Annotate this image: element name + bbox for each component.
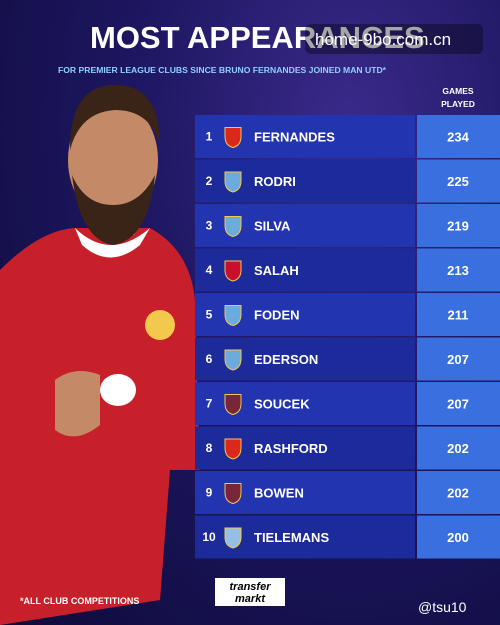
logo-box — [215, 578, 285, 606]
value-cell — [417, 248, 500, 292]
player-name: SILVA — [254, 219, 291, 234]
subtitle: FOR PREMIER LEAGUE CLUBS SINCE BRUNO FER… — [58, 65, 387, 75]
player-name: BOWEN — [254, 486, 304, 501]
value-cell — [417, 293, 500, 336]
player-name: FERNANDES — [254, 130, 335, 145]
player-name: SALAH — [254, 263, 299, 278]
rank: 7 — [206, 397, 213, 411]
player-name: TIELEMANS — [254, 530, 329, 545]
rank: 10 — [202, 530, 216, 544]
rank: 2 — [206, 174, 213, 188]
value-cell — [417, 159, 500, 203]
watermark: @tsu10 — [418, 599, 467, 615]
watermark: home-9bo.com.cn — [315, 30, 451, 49]
column-header: PLAYED — [441, 99, 475, 109]
rank: 4 — [206, 263, 213, 277]
club-badge — [224, 438, 242, 460]
games-played: 202 — [447, 486, 469, 501]
rank: 1 — [206, 130, 213, 144]
club-badge — [224, 260, 242, 282]
club-badge — [224, 127, 242, 149]
rank: 6 — [206, 352, 213, 366]
club-badge — [224, 483, 242, 505]
games-played: 202 — [447, 441, 469, 456]
rank: 5 — [206, 308, 213, 322]
club-badge — [224, 171, 242, 193]
title: MOST APPEARANCES — [90, 20, 425, 55]
player-name: RASHFORD — [254, 441, 328, 456]
value-cell — [417, 204, 500, 247]
player-illustration — [0, 85, 200, 625]
table: 1 FERNANDES 234 2 RODRI 225 3 SILVA 219 4 SALAH 213… — [195, 115, 500, 559]
player-name: EDERSON — [254, 352, 318, 367]
logo: transfer — [230, 581, 272, 593]
games-played: 200 — [447, 530, 469, 545]
games-played: 219 — [447, 219, 469, 234]
games-played: 211 — [448, 308, 469, 323]
watermark-box — [305, 24, 483, 54]
value-cell — [417, 515, 500, 559]
rank: 3 — [206, 219, 213, 233]
club-badge — [224, 394, 242, 416]
games-played: 213 — [447, 263, 469, 278]
player-name: SOUCEK — [254, 397, 310, 412]
player-name: RODRI — [254, 174, 296, 189]
club-badge — [224, 305, 242, 327]
player-name: FODEN — [254, 308, 300, 323]
column-header: GAMES — [442, 86, 474, 96]
games-played: 207 — [447, 397, 469, 412]
games-played: 225 — [447, 174, 469, 189]
logo: markt — [235, 593, 266, 605]
value-cell — [417, 382, 500, 425]
club-badge — [224, 349, 242, 371]
value-cell — [417, 337, 500, 381]
games-played: 207 — [447, 352, 469, 367]
value-cell — [417, 115, 500, 158]
rank: 8 — [206, 441, 213, 455]
footnote: *ALL CLUB COMPETITIONS — [20, 596, 139, 606]
club-badge — [224, 527, 242, 549]
games-played: 234 — [447, 130, 469, 145]
value-cell — [417, 426, 500, 470]
club-badge — [224, 216, 242, 238]
rank: 9 — [206, 486, 213, 500]
value-cell — [417, 471, 500, 514]
